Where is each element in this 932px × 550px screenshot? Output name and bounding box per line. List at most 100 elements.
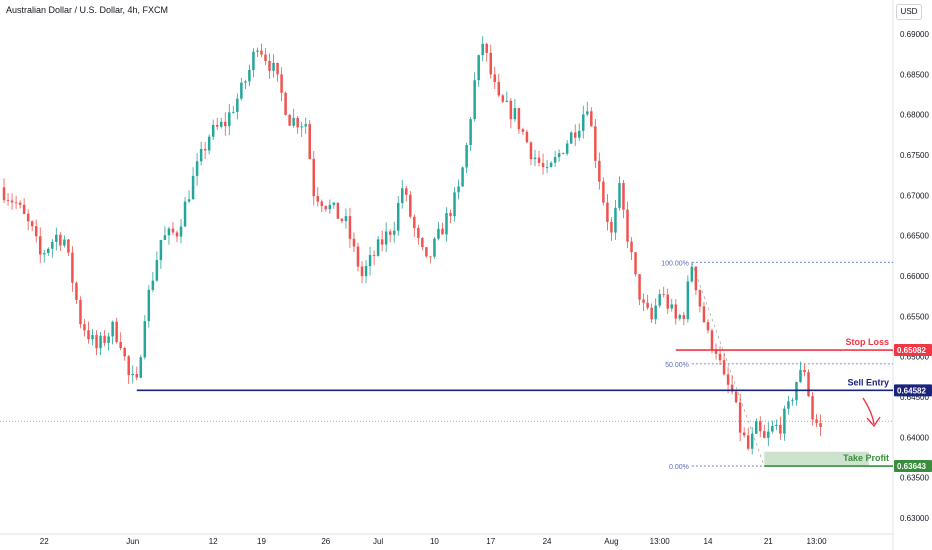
candle [759, 416, 762, 438]
candle [481, 36, 484, 62]
candle-body [99, 335, 102, 349]
candle-body [260, 50, 263, 55]
candle [308, 120, 311, 160]
candle [469, 116, 472, 151]
y-tick-label: 0.64000 [900, 433, 929, 442]
candle [509, 98, 513, 129]
candle [734, 391, 738, 404]
y-tick-label: 0.68000 [900, 111, 929, 120]
x-tick-label: 22 [40, 537, 49, 546]
candle-body [384, 231, 388, 245]
candle [763, 424, 766, 439]
candle [722, 353, 726, 376]
y-tick-label: 0.66000 [900, 272, 929, 281]
candle-body [477, 55, 480, 81]
candle [304, 117, 307, 134]
candle [577, 123, 581, 141]
candle-body [392, 230, 396, 235]
candle-body [316, 196, 320, 202]
candle-body [779, 424, 782, 434]
candle-body [698, 290, 702, 307]
candle-body [171, 228, 175, 233]
y-tick-label: 0.68500 [900, 70, 929, 79]
candle-body [457, 186, 460, 193]
candle [791, 397, 794, 406]
candle [51, 239, 54, 258]
candle [590, 107, 593, 127]
candle [610, 217, 613, 241]
candle [614, 199, 617, 240]
candle-body [807, 372, 810, 397]
candle-body [195, 161, 199, 176]
candle-body [340, 218, 344, 222]
sell-entry-label: Sell Entry [847, 377, 889, 387]
candle-body [87, 330, 90, 340]
candle [437, 221, 440, 241]
candle-body [646, 302, 649, 308]
candle [43, 249, 46, 263]
candle [634, 251, 637, 277]
candle-body [107, 336, 110, 343]
fib-level-label: 50.00% [665, 362, 689, 369]
candle [746, 427, 750, 451]
candle-body [151, 280, 155, 290]
candle [557, 149, 561, 162]
candle-body [573, 132, 577, 138]
candle [14, 195, 18, 209]
candle-body [95, 335, 98, 349]
arrow-shaft [862, 397, 875, 425]
candle [284, 91, 287, 116]
candle [135, 366, 139, 381]
currency-button[interactable]: USD [896, 4, 922, 20]
candle-body [425, 247, 428, 257]
candle [622, 179, 625, 219]
candle [320, 199, 324, 212]
candle-body [308, 124, 311, 159]
candle-body [38, 236, 42, 255]
candle [658, 289, 661, 308]
candle [453, 187, 456, 222]
candle-body [163, 235, 167, 240]
candle [22, 198, 26, 215]
candle-body [55, 234, 58, 242]
candle [91, 328, 94, 346]
candle-body [787, 401, 790, 409]
candle-body [501, 95, 505, 102]
candle [795, 381, 798, 406]
candle-body [336, 202, 340, 219]
candle-body [256, 50, 259, 52]
candle-body [211, 125, 215, 137]
fib-level-label: 100.00% [661, 260, 689, 267]
candle-body [791, 400, 794, 402]
candle-body [557, 153, 561, 158]
candle [276, 62, 279, 82]
candle-body [276, 63, 279, 75]
candle-body [183, 201, 187, 227]
chart-title: Australian Dollar / U.S. Dollar, 4h, FXC… [6, 5, 169, 15]
candle [787, 395, 790, 415]
candle-body [79, 299, 82, 325]
candle [815, 414, 818, 428]
candle-body [288, 114, 291, 126]
candle-body [815, 419, 818, 424]
candle [738, 394, 742, 442]
candle [248, 64, 251, 87]
candle-body [771, 426, 774, 432]
candle [513, 98, 517, 122]
candle [477, 54, 480, 87]
candle-body [775, 424, 778, 427]
candle-body [754, 421, 758, 434]
candle [461, 166, 464, 187]
candle [256, 47, 259, 57]
y-tick-label: 0.64500 [900, 393, 929, 402]
candle-body [248, 69, 251, 82]
candle [485, 42, 488, 62]
x-tick-label: 13:00 [807, 537, 828, 546]
candle [10, 193, 14, 210]
candle-body [328, 204, 332, 210]
candle-body [215, 125, 219, 127]
candle [316, 187, 320, 207]
candle [59, 232, 62, 251]
